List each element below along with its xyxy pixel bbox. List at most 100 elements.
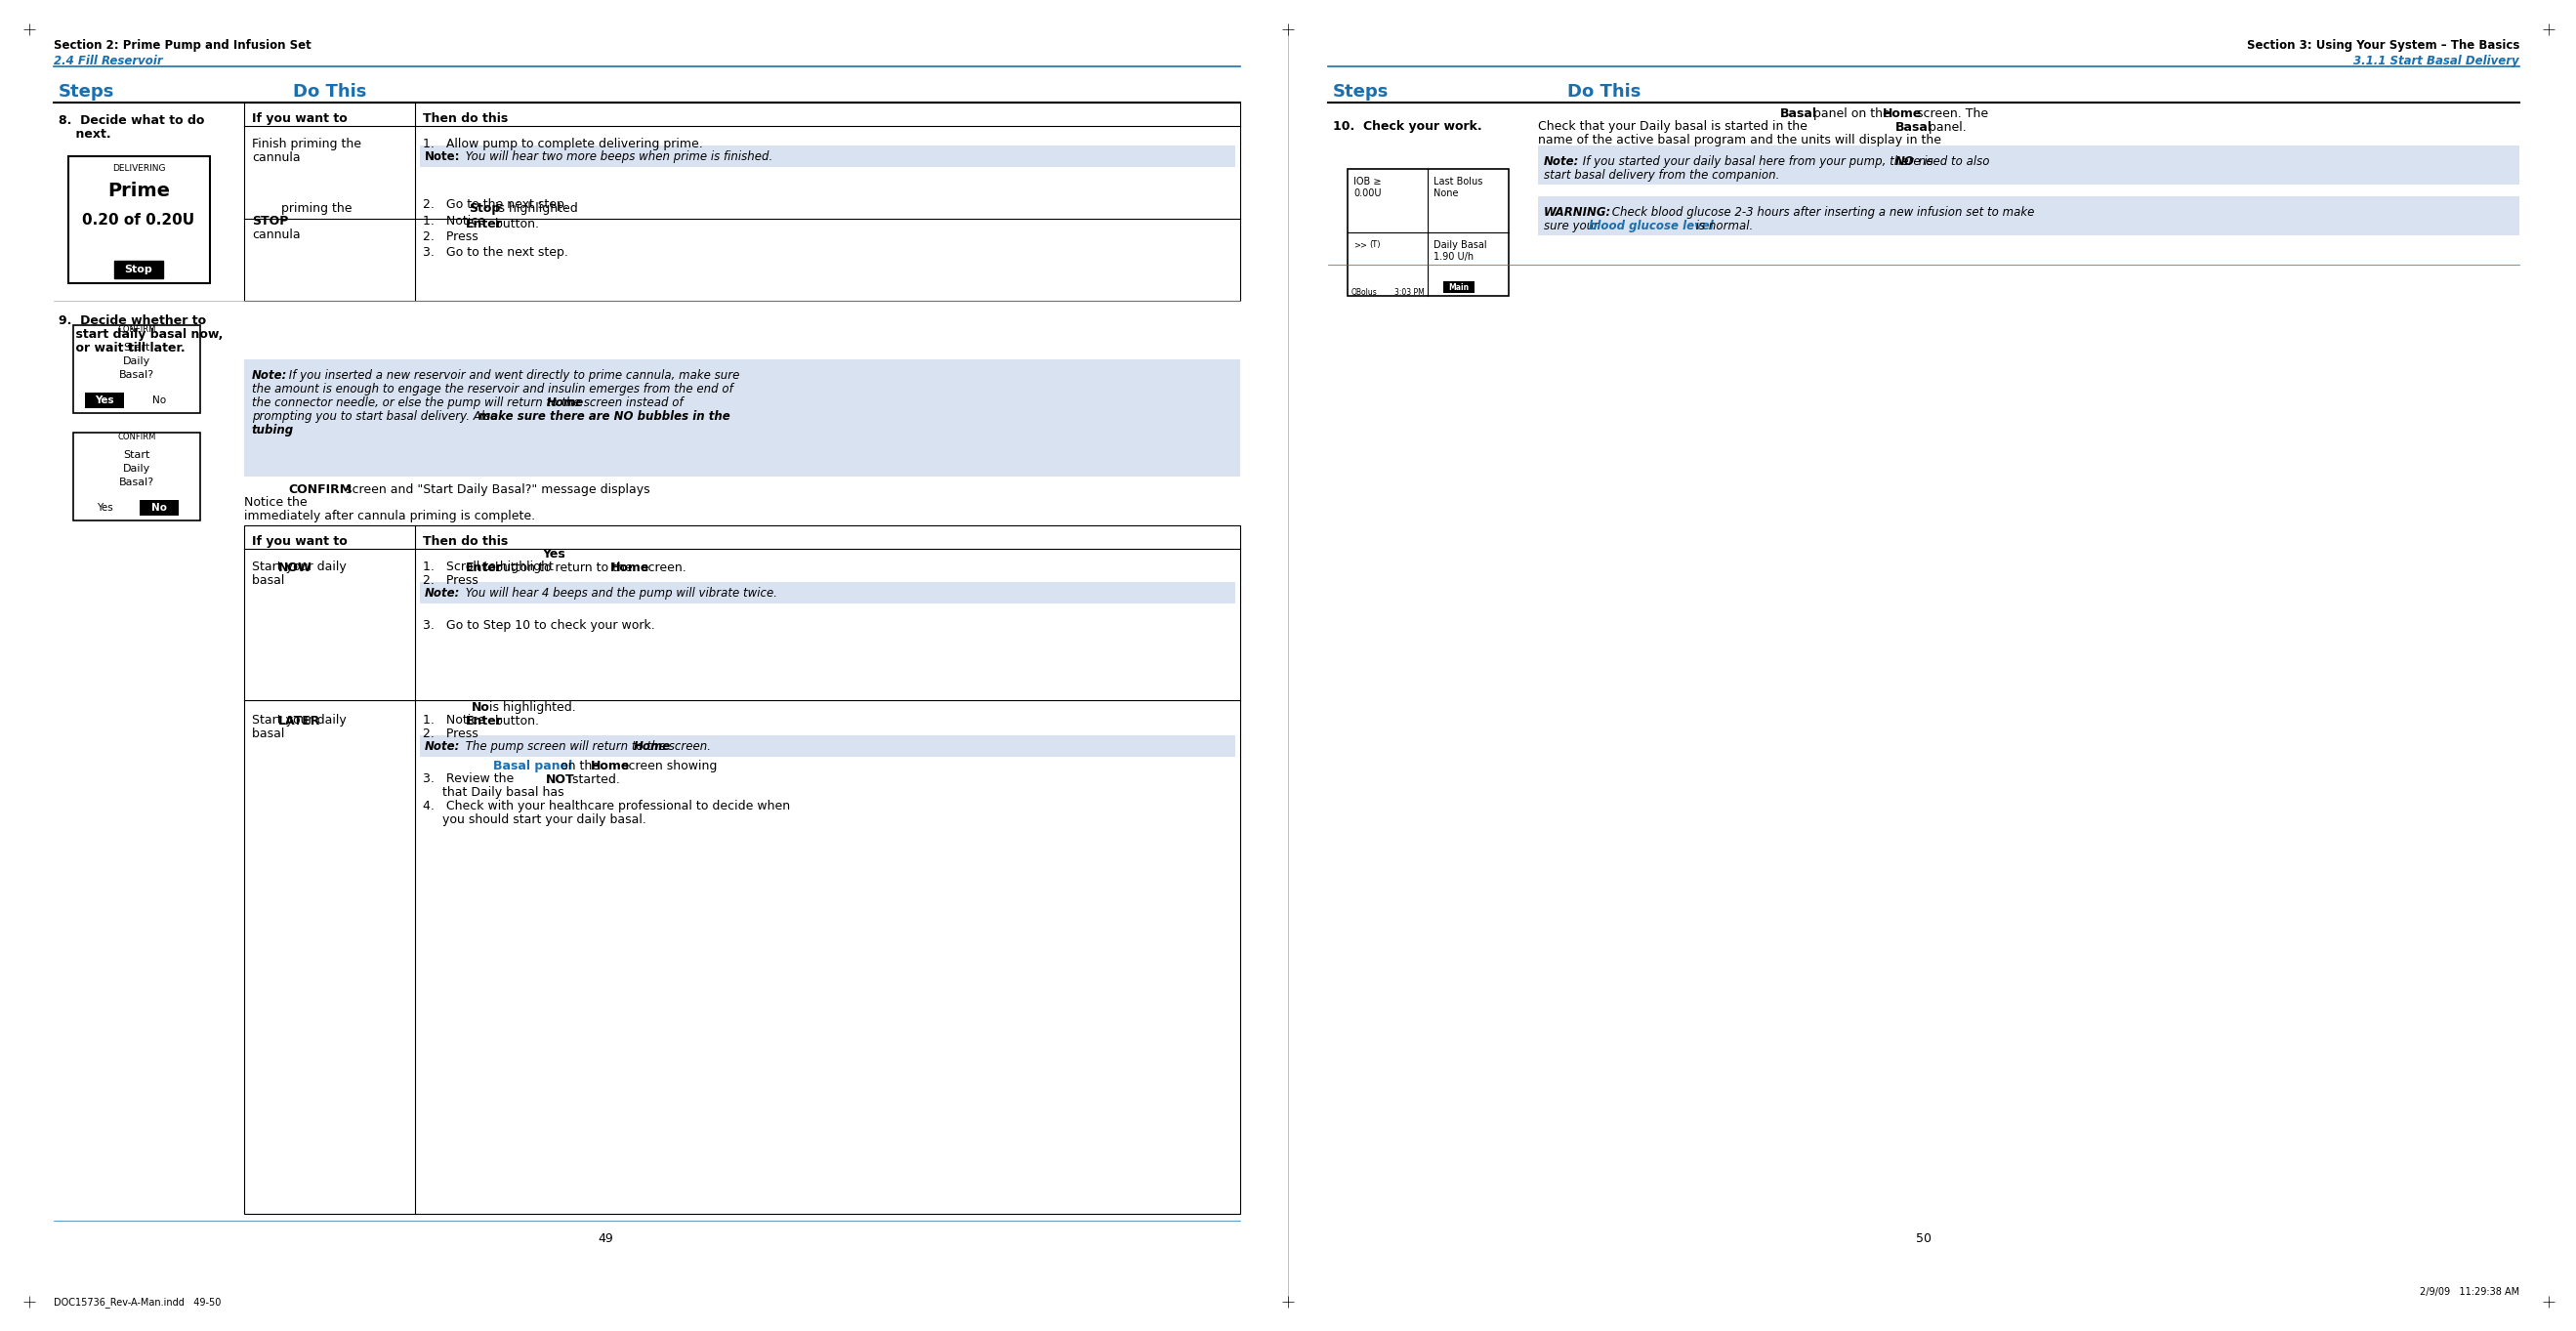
Text: 50: 50 xyxy=(1917,1233,1932,1244)
Text: Notice the: Notice the xyxy=(245,496,312,508)
Text: If you started your daily basal here from your pump, there is: If you started your daily basal here fro… xyxy=(1579,156,1937,168)
Text: If you want to: If you want to xyxy=(252,112,348,125)
Text: Stop: Stop xyxy=(124,265,152,274)
Text: button to return to the: button to return to the xyxy=(492,562,636,574)
Text: Do This: Do This xyxy=(294,83,366,101)
Text: button.: button. xyxy=(492,715,538,728)
Text: Do This: Do This xyxy=(1566,83,1641,101)
Text: >>: >> xyxy=(1352,240,1368,249)
Text: Start: Start xyxy=(124,450,149,461)
Text: Daily: Daily xyxy=(124,357,149,366)
Text: that Daily basal has: that Daily basal has xyxy=(422,787,567,799)
Text: STOP: STOP xyxy=(252,214,289,228)
Text: screen.: screen. xyxy=(665,740,711,752)
Text: NOT: NOT xyxy=(546,773,574,787)
Text: 1.   Allow pump to complete delivering prime.: 1. Allow pump to complete delivering pri… xyxy=(422,137,703,150)
Bar xyxy=(420,582,1236,603)
Text: Home: Home xyxy=(590,760,631,772)
Text: Daily Basal: Daily Basal xyxy=(1432,240,1486,250)
Text: on the: on the xyxy=(556,760,603,772)
Text: .: . xyxy=(562,548,564,560)
Text: or wait till later.: or wait till later. xyxy=(59,342,185,354)
Bar xyxy=(72,325,201,413)
Text: is highlighted: is highlighted xyxy=(492,202,577,214)
Text: Yes: Yes xyxy=(95,395,113,405)
Text: Enter: Enter xyxy=(466,715,502,728)
Text: name of the active basal program and the units will display in the: name of the active basal program and the… xyxy=(1538,134,1945,146)
Text: CONFIRM: CONFIRM xyxy=(118,325,157,334)
Text: is highlighted.: is highlighted. xyxy=(484,701,577,713)
Text: the connector needle, or else the pump will return to the: the connector needle, or else the pump w… xyxy=(252,397,585,409)
Bar xyxy=(70,156,211,284)
Text: Section 2: Prime Pump and Infusion Set: Section 2: Prime Pump and Infusion Set xyxy=(54,39,312,52)
Text: NOW: NOW xyxy=(278,562,312,574)
Text: Check that your Daily basal is started in the: Check that your Daily basal is started i… xyxy=(1538,120,1811,133)
Text: Home: Home xyxy=(546,397,585,409)
Text: The pump screen will return to the: The pump screen will return to the xyxy=(461,740,670,752)
Text: If you want to: If you want to xyxy=(252,535,348,548)
Text: Enter: Enter xyxy=(466,218,502,230)
Text: LATER: LATER xyxy=(278,715,319,728)
Text: Home: Home xyxy=(1883,108,1922,120)
Text: 2.   Press: 2. Press xyxy=(422,728,482,740)
Text: start daily basal now,: start daily basal now, xyxy=(59,329,224,341)
Text: Stop: Stop xyxy=(469,202,500,214)
Text: Start your daily: Start your daily xyxy=(252,713,345,727)
Text: 3.   Go to Step 10 to check your work.: 3. Go to Step 10 to check your work. xyxy=(422,619,654,632)
Text: immediately after cannula priming is complete.: immediately after cannula priming is com… xyxy=(245,510,536,523)
Text: screen showing: screen showing xyxy=(618,760,716,772)
Text: next.: next. xyxy=(59,128,111,141)
Text: .: . xyxy=(286,423,291,437)
Text: Basal: Basal xyxy=(1780,108,1816,120)
Text: Prime: Prime xyxy=(108,181,170,200)
Text: 1.   Notice: 1. Notice xyxy=(422,713,489,727)
Text: screen. The: screen. The xyxy=(1914,108,1989,120)
Text: Basal: Basal xyxy=(1896,121,1932,134)
Text: 1.90 U/h: 1.90 U/h xyxy=(1432,252,1473,262)
Text: Finish priming the: Finish priming the xyxy=(252,137,361,150)
Text: Note:: Note: xyxy=(252,369,289,382)
Text: 3.1.1 Start Basal Delivery: 3.1.1 Start Basal Delivery xyxy=(2354,55,2519,68)
Text: Note:: Note: xyxy=(425,587,461,599)
Text: the amount is enough to engage the reservoir and insulin emerges from the end of: the amount is enough to engage the reser… xyxy=(252,383,734,395)
Text: Basal panel: Basal panel xyxy=(492,760,572,772)
Text: DOC15736_Rev-A-Man.indd   49-50: DOC15736_Rev-A-Man.indd 49-50 xyxy=(54,1296,222,1307)
Text: 3.   Go to the next step.: 3. Go to the next step. xyxy=(422,246,569,258)
Text: You will hear 4 beeps and the pump will vibrate twice.: You will hear 4 beeps and the pump will … xyxy=(461,587,778,599)
Text: Yes: Yes xyxy=(95,503,113,512)
Text: No: No xyxy=(152,395,165,405)
Text: Section 3: Using Your System – The Basics: Section 3: Using Your System – The Basic… xyxy=(2246,39,2519,52)
Text: 3.   Review the: 3. Review the xyxy=(422,772,518,785)
Text: Note:: Note: xyxy=(1543,156,1579,168)
Text: You will hear two more beeps when prime is finished.: You will hear two more beeps when prime … xyxy=(461,150,773,162)
Text: prompting you to start basal delivery. Also: prompting you to start basal delivery. A… xyxy=(252,410,502,423)
Text: 4.   Check with your healthcare professional to decide when: 4. Check with your healthcare profession… xyxy=(422,800,791,812)
Text: 1.   Notice: 1. Notice xyxy=(422,214,489,228)
Text: priming the: priming the xyxy=(278,202,353,214)
Text: 0.20 of 0.20U: 0.20 of 0.20U xyxy=(82,213,196,228)
Text: 0.00U: 0.00U xyxy=(1352,189,1381,198)
Text: 2.   Go to the next step.: 2. Go to the next step. xyxy=(422,198,569,210)
Text: Last Bolus: Last Bolus xyxy=(1432,177,1484,186)
Text: basal: basal xyxy=(252,728,289,740)
Bar xyxy=(1538,145,2519,185)
Text: 49: 49 xyxy=(598,1233,613,1244)
Text: screen instead of: screen instead of xyxy=(580,397,683,409)
Text: screen.: screen. xyxy=(639,562,685,574)
Text: Start: Start xyxy=(124,343,149,353)
Text: Start your daily: Start your daily xyxy=(252,560,345,574)
Text: Steps: Steps xyxy=(1332,83,1388,101)
Text: cannula: cannula xyxy=(252,229,301,241)
Bar xyxy=(245,102,1239,301)
Text: panel on the: panel on the xyxy=(1808,108,1893,120)
Text: blood glucose level: blood glucose level xyxy=(1589,220,1713,233)
Text: WARNING:: WARNING: xyxy=(1543,206,1613,218)
Text: you should start your daily basal.: you should start your daily basal. xyxy=(422,813,647,827)
Text: None: None xyxy=(1432,189,1458,198)
Text: QBolus: QBolus xyxy=(1352,287,1378,297)
Bar xyxy=(245,359,1239,476)
Bar xyxy=(420,145,1236,166)
Text: 2.   Press: 2. Press xyxy=(422,574,482,587)
Text: make sure there are NO bubbles in the: make sure there are NO bubbles in the xyxy=(479,410,729,423)
Bar xyxy=(1443,281,1473,293)
